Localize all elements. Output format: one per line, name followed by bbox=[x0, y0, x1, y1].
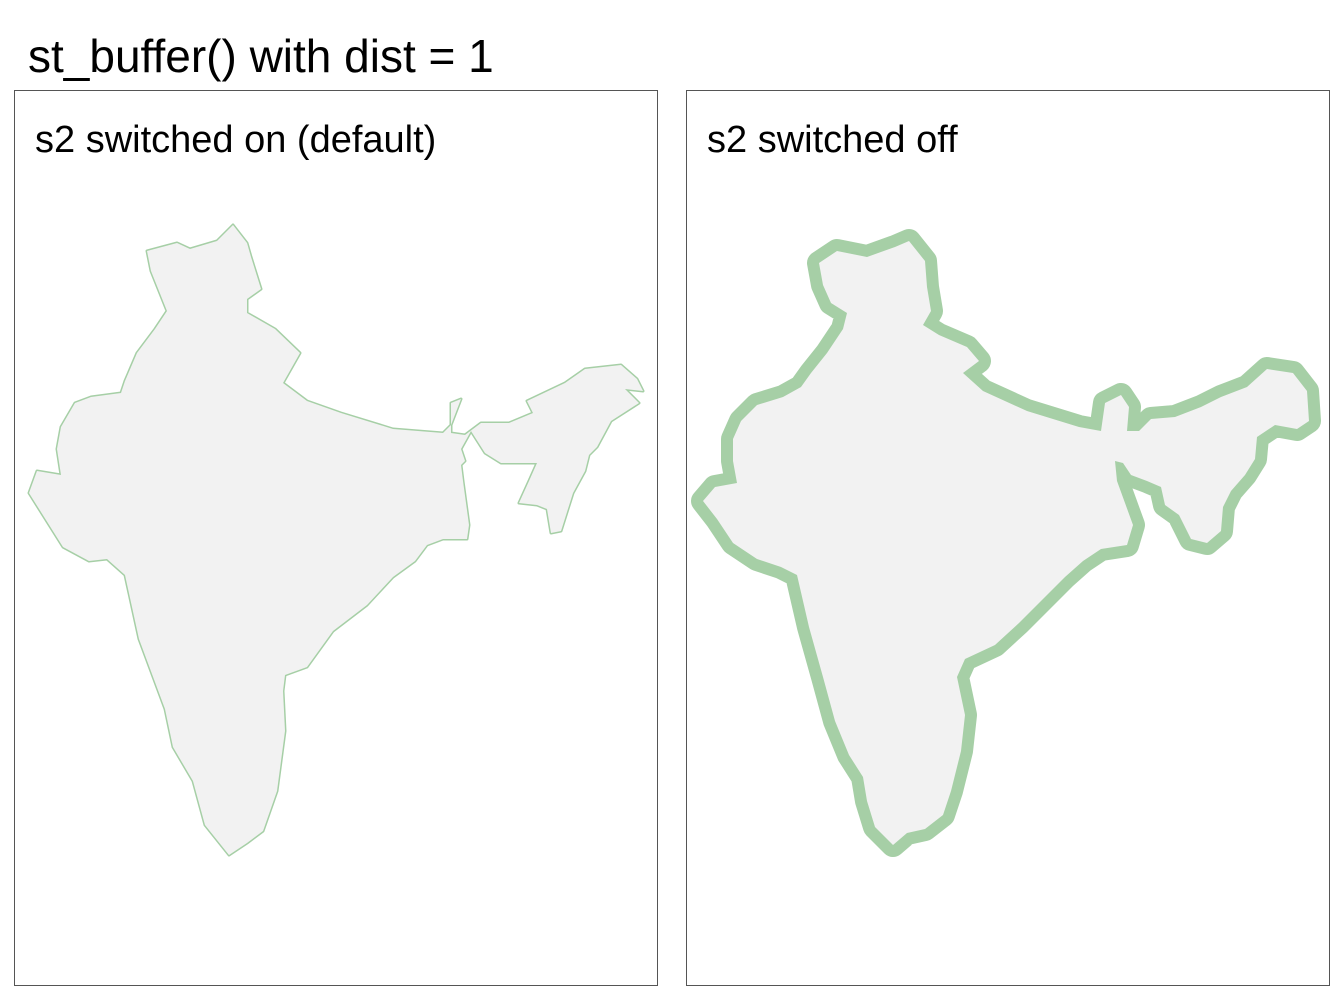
country-fill-s2-on bbox=[29, 225, 643, 855]
map-s2-on bbox=[27, 223, 645, 857]
figure-title: st_buffer() with dist = 1 bbox=[28, 30, 494, 82]
panel-title: s2 switched on (default) bbox=[35, 119, 437, 161]
panel-s2-off: s2 switched off bbox=[686, 90, 1330, 986]
panel-title: s2 switched off bbox=[707, 119, 958, 161]
map-s2-off bbox=[691, 229, 1321, 857]
panel-s2-on: s2 switched on (default) bbox=[14, 90, 658, 986]
country-fill-s2-off bbox=[703, 241, 1309, 845]
